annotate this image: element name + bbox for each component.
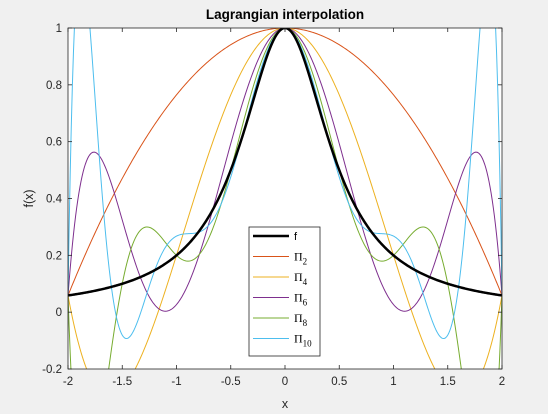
- legend-label-main: f: [294, 231, 298, 243]
- legend-label: Π6: [294, 291, 308, 308]
- legend-label: Π10: [294, 332, 312, 349]
- legend-label-sub: 8: [303, 318, 308, 328]
- legend-label-main: Π: [294, 250, 303, 264]
- legend-box: [248, 226, 321, 357]
- x-tick-label: 1: [390, 376, 396, 388]
- legend-label: f: [294, 231, 298, 243]
- x-tick-label: 0: [282, 376, 288, 388]
- legend-label: Π2: [294, 250, 307, 267]
- x-tick-label: 0.5: [331, 376, 347, 388]
- legend-label-sub: 4: [303, 277, 308, 287]
- y-tick-label: 0.4: [46, 194, 63, 206]
- series-line-pi2: [68, 28, 502, 296]
- series-line-f: [68, 28, 502, 297]
- legend-label-main: Π: [294, 270, 303, 284]
- series-layer: [68, 28, 502, 369]
- x-tick-label: -2: [63, 376, 73, 388]
- x-tick-label: 1.5: [440, 376, 456, 388]
- chart-title: Lagrangian interpolation: [206, 7, 364, 22]
- y-tick-label: 0.6: [46, 137, 62, 149]
- x-tick-label: -1.5: [112, 376, 132, 388]
- y-axis-label: f(x): [22, 189, 36, 207]
- axes-layer: -2 -1.5 -1 -0.5 0 0.5 1 1.5 2 -0.2 0 0.2 0.4 0.6 0.8 1: [42, 23, 505, 388]
- series-line-pi8: [68, 28, 502, 369]
- x-tick-label: 2: [499, 376, 505, 388]
- series-line-pi4: [68, 28, 502, 369]
- y-tick-label: 0.2: [46, 250, 62, 262]
- legend-label-main: Π: [294, 311, 303, 325]
- legend-label-sub: 6: [303, 298, 308, 308]
- y-tick-label: -0.2: [42, 364, 62, 376]
- series-line-pi10: [68, 28, 502, 340]
- legend-label-main: Π: [294, 332, 303, 346]
- legend-label-main: Π: [294, 291, 303, 305]
- x-tick-label: -1: [171, 376, 181, 388]
- y-tick-label: 1: [56, 23, 62, 35]
- x-tick-label: -0.5: [221, 376, 241, 388]
- legend-label: Π8: [294, 311, 308, 328]
- x-axis-label: x: [282, 397, 289, 411]
- y-tick-label: 0: [56, 307, 62, 319]
- legend-label-sub: 10: [303, 339, 313, 349]
- legend-label-sub: 2: [303, 257, 308, 267]
- y-tick-label: 0.8: [46, 80, 62, 92]
- legend-label: Π4: [294, 270, 308, 287]
